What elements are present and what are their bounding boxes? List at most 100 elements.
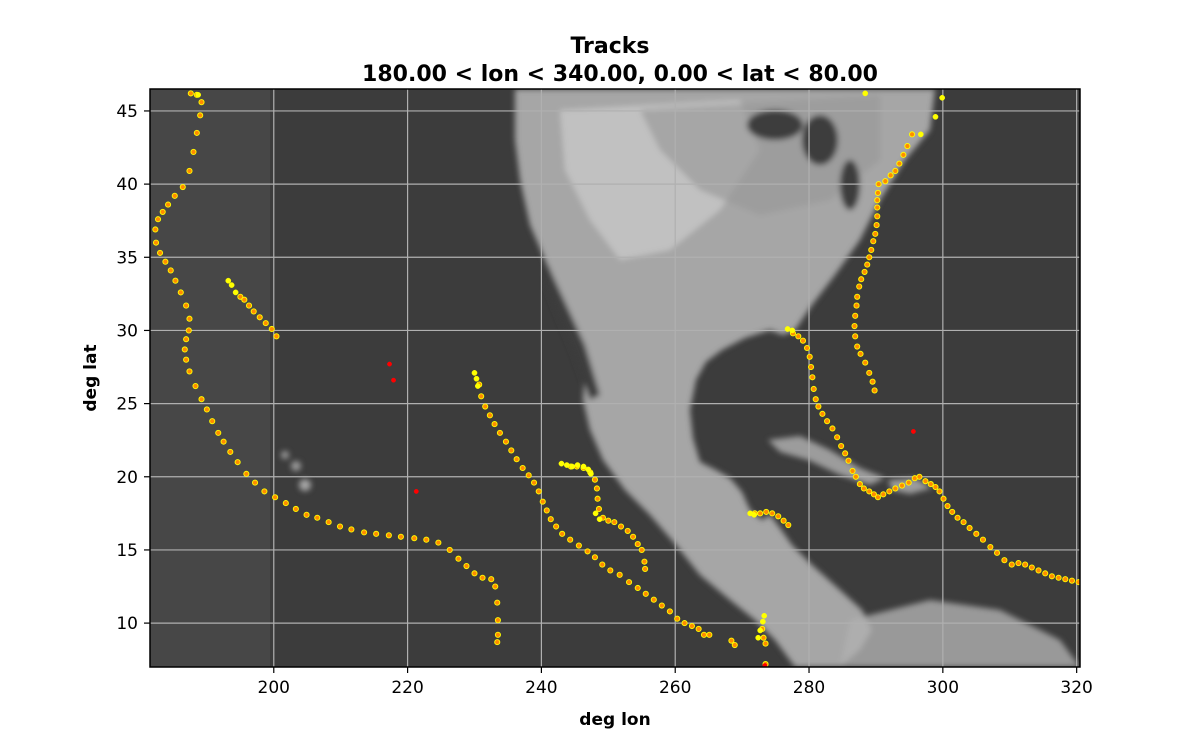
track-point-orange [900,151,907,158]
track-point-orange [607,567,614,574]
track-point-orange [496,429,503,436]
track-point-orange [641,558,648,565]
track-point-orange [463,562,470,570]
chart-title: Tracks [570,34,649,59]
track-point-orange [979,536,987,543]
track-point-orange [874,213,881,220]
track-point-orange [584,548,591,555]
track-point-orange [842,450,849,457]
track-point-orange [810,385,817,393]
track-point-orange [1068,577,1076,584]
track-point-orange [695,625,702,633]
track-point-orange [874,204,881,211]
track-point-yellow [225,277,232,284]
track-point-orange [993,549,1001,556]
track-point-orange [471,570,478,577]
track-point-orange [435,539,442,546]
track-point-orange [896,160,903,167]
track-point-orange [152,226,159,233]
track-point-orange [949,508,956,515]
track-point-orange [530,479,538,486]
track-point-orange [666,608,673,615]
track-point-orange [250,308,257,315]
track-point-orange [886,488,893,495]
track-point-orange [494,599,501,606]
track-point-orange [803,344,811,352]
track-point-orange [922,478,929,485]
track-point-yellow [932,113,939,120]
track-point-orange [611,519,618,526]
track-point-orange [1022,561,1029,568]
track-point-orange [543,507,550,514]
track-point-orange [731,642,738,649]
track-point-yellow [751,511,758,518]
track-point-yellow [596,516,603,523]
track-point-yellow [760,618,766,625]
track-point-orange [851,323,858,330]
track-point-orange [494,639,501,646]
track-point-orange [904,143,911,150]
track-point-orange [593,485,600,492]
track-point-orange [446,546,453,553]
track-point-orange [187,90,194,97]
track-point-orange [870,238,877,245]
track-point-orange [519,464,526,472]
track-point-orange [854,343,861,350]
track-point-orange [838,442,845,450]
track-point-orange [880,491,887,498]
track-point-orange [1062,576,1069,583]
track-point-orange [282,500,289,507]
track-point-orange [815,403,822,410]
track-point-orange [535,488,542,495]
track-point-orange [819,410,826,417]
track-point-orange [892,167,899,174]
track-point-orange [197,112,204,119]
track-point-orange [898,482,906,489]
track-point-red [413,489,419,494]
track-point-orange [769,510,776,517]
track-point-orange [874,197,881,204]
track-point-orange [177,289,184,296]
track-point-orange [1055,574,1062,581]
track-point-yellow [474,383,481,389]
track-point-orange [954,514,961,521]
track-points [152,90,1080,667]
track-point-orange [397,533,404,540]
track-point-orange [807,363,815,371]
track-point-orange [882,178,889,185]
track-point-orange [1028,564,1035,571]
track-point-orange [760,634,767,641]
track-point-orange [411,535,418,542]
track-point-yellow [862,90,869,97]
track-point-orange [159,208,166,215]
track-point-orange [171,192,178,199]
x-tick-label: 240 [525,678,557,698]
track-point-yellow [569,463,576,470]
track-point-orange [634,541,641,548]
track-point-orange [198,396,205,403]
track-point-orange [795,333,802,340]
track-point-orange [261,488,268,495]
y-tick-label: 30 [116,321,138,341]
track-point-orange [594,495,601,502]
track-point-orange [227,448,234,455]
track-point-orange [892,485,899,492]
track-point-orange [866,488,873,495]
track-point-orange [874,494,881,501]
track-point-orange [862,359,869,366]
track-point-orange [932,483,939,491]
track-point-orange [681,620,688,627]
track-point-orange [215,429,222,436]
track-point-orange [183,336,190,343]
grid-lines [150,89,1080,667]
track-point-yellow [563,462,570,468]
track-point-orange [251,479,259,486]
track-point-yellow [228,282,235,288]
track-point-yellow [917,131,924,138]
track-point-orange [599,561,606,568]
track-point-yellow [585,466,592,473]
track-point-yellow [592,510,599,517]
track-point-orange [488,576,495,583]
track-point-orange [198,99,205,106]
y-tick-label: 15 [116,541,138,561]
